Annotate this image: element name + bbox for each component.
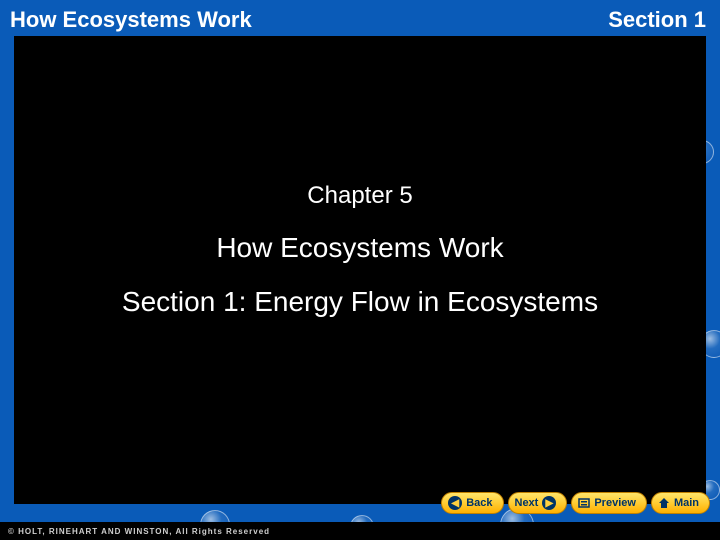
preview-button-label: Preview	[594, 497, 636, 509]
chapter-label: Chapter 5	[307, 182, 412, 210]
copyright-text: © HOLT, RINEHART AND WINSTON, All Rights…	[8, 527, 270, 536]
back-button[interactable]: ◀ Back	[441, 492, 503, 514]
main-button-label: Main	[674, 497, 699, 509]
home-icon	[658, 497, 670, 509]
nav-bar: ◀ Back Next ▶ Preview Main	[441, 488, 710, 518]
main-button[interactable]: Main	[651, 492, 710, 514]
back-button-label: Back	[466, 497, 492, 509]
chevron-right-icon: ▶	[542, 496, 556, 510]
preview-icon	[578, 497, 590, 509]
next-button[interactable]: Next ▶	[508, 492, 568, 514]
preview-button[interactable]: Preview	[571, 492, 647, 514]
slide-content: Chapter 5 How Ecosystems Work Section 1:…	[14, 36, 706, 504]
header-title-right: Section 1	[608, 7, 706, 33]
next-button-label: Next	[515, 497, 539, 509]
content-title: How Ecosystems Work	[216, 232, 503, 264]
section-label: Section 1: Energy Flow in Ecosystems	[122, 286, 598, 318]
header-title-left: How Ecosystems Work	[10, 7, 252, 33]
copyright-footer: © HOLT, RINEHART AND WINSTON, All Rights…	[0, 522, 720, 540]
slide: How Ecosystems Work Section 1 Chapter 5 …	[0, 0, 720, 540]
chevron-left-icon: ◀	[448, 496, 462, 510]
slide-header: How Ecosystems Work Section 1	[0, 0, 720, 36]
